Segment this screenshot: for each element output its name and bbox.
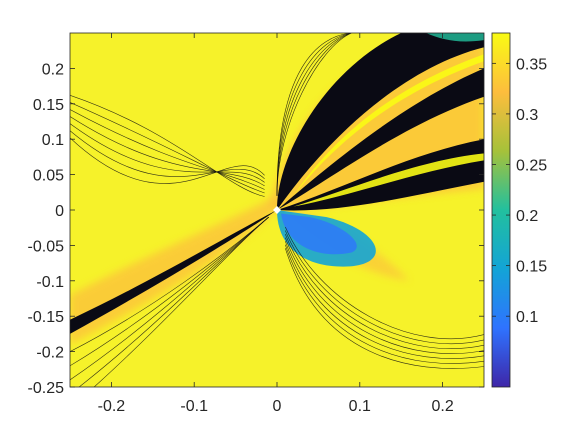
colorbar-tick-label: 0.15 xyxy=(516,259,547,276)
contour-lower-right-3 xyxy=(285,237,484,354)
y-tick-label: -0.15 xyxy=(28,309,65,326)
contour-lower-left-3 xyxy=(78,216,269,387)
contour-top-1 xyxy=(276,33,352,196)
singular-point xyxy=(273,206,281,214)
cyan-speckle-upper xyxy=(426,33,484,42)
contour-lower-right-0 xyxy=(285,226,484,339)
contour-lower-right-6 xyxy=(285,248,484,369)
lobe-lower-core xyxy=(281,213,357,255)
contour-lower-right-4 xyxy=(285,241,484,359)
field-regions xyxy=(70,33,484,345)
contour-upper-left-6 xyxy=(70,137,265,184)
y-tick-label: 0.05 xyxy=(33,168,64,185)
contour-upper-left-0 xyxy=(70,95,265,197)
contour-top-0 xyxy=(276,33,352,196)
contour-lower-left-4 xyxy=(93,216,269,387)
y-tick-label: 0.1 xyxy=(42,132,64,149)
y-tick-label: -0.05 xyxy=(28,238,65,255)
contour-lower-left-2 xyxy=(70,216,269,381)
colorbar-tick-label: 0.3 xyxy=(516,107,538,124)
arm-lower-left xyxy=(70,210,277,334)
arm-middle xyxy=(277,68,484,211)
y-tick-label: 0.2 xyxy=(42,61,64,78)
contour-top-3 xyxy=(276,33,352,196)
arm-upper xyxy=(277,33,484,210)
y-tick-label: 0.15 xyxy=(33,97,64,114)
contour-top-4 xyxy=(276,33,352,196)
contour-lower-right-1 xyxy=(285,230,484,344)
x-tick-label: 0.1 xyxy=(349,398,371,415)
contour-upper-left-4 xyxy=(70,123,265,183)
colorbar-ticks: 0.35 0.3 0.25 0.2 0.15 0.1 xyxy=(492,56,547,326)
stripe-2 xyxy=(293,153,484,207)
colorbar-tick-label: 0.1 xyxy=(516,309,538,326)
x-tick-label: -0.1 xyxy=(180,398,208,415)
contour-upper-left-2 xyxy=(70,109,265,190)
x-tick-label: 0.2 xyxy=(431,398,453,415)
y-tick-label: 0 xyxy=(55,203,64,220)
contour-upper-left-1 xyxy=(70,102,265,194)
y-tick-label: -0.2 xyxy=(36,345,64,362)
colorbar-tick-label: 0.35 xyxy=(516,56,547,73)
colorbar-gradient xyxy=(491,32,511,388)
colorbar: 0.35 0.3 0.25 0.2 0.15 0.1 xyxy=(491,32,547,388)
contour-upper-left-5 xyxy=(70,130,265,180)
y-axis: 0.2 0.15 0.1 0.05 0 -0.05 -0.1 -0.15 -0.2 -0.25 xyxy=(28,61,484,397)
contour-lower-right-5 xyxy=(285,244,484,364)
contour-upper-left-3 xyxy=(70,116,265,187)
colorbar-tick-label: 0.2 xyxy=(516,208,538,225)
arm-lower-right xyxy=(277,139,484,211)
contour-lower-right-2 xyxy=(285,233,484,349)
y-tick-label: -0.1 xyxy=(36,274,64,291)
stripe-1 xyxy=(293,54,484,196)
contour-top-2 xyxy=(276,33,352,196)
contour-lines xyxy=(70,33,484,387)
y-tick-label: -0.25 xyxy=(28,380,65,397)
x-tick-label: -0.2 xyxy=(98,398,126,415)
x-axis: -0.2 -0.1 0 0.1 0.2 xyxy=(98,33,454,415)
plot-area xyxy=(70,33,484,387)
colorbar-tick-label: 0.25 xyxy=(516,157,547,174)
x-tick-label: 0 xyxy=(273,398,282,415)
